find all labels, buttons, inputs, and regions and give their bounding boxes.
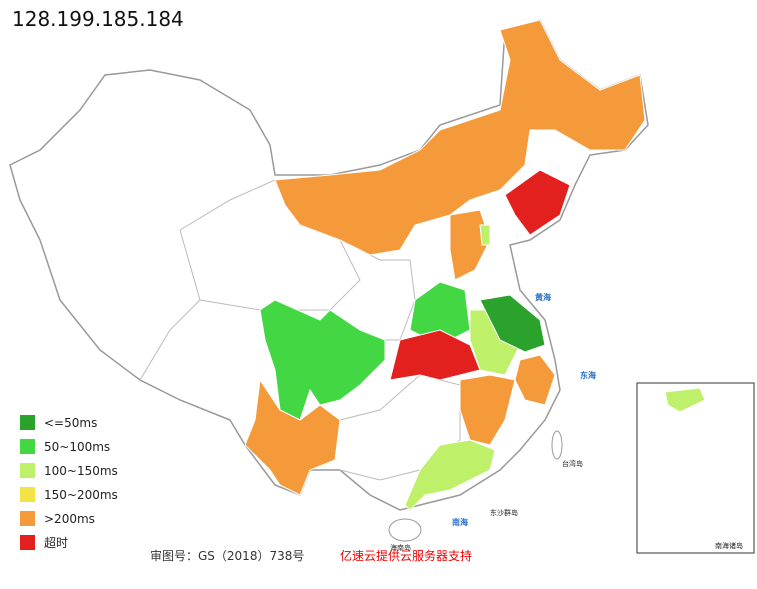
legend-swatch xyxy=(20,511,35,526)
sea-label: 黄海 xyxy=(535,292,551,302)
legend-label: 50~100ms xyxy=(44,440,110,454)
legend-swatch xyxy=(20,415,35,430)
taiwan-island xyxy=(551,430,563,460)
province xyxy=(504,169,571,236)
legend-label: 100~150ms xyxy=(44,464,118,478)
legend-swatch xyxy=(20,463,35,478)
province-border xyxy=(339,374,461,481)
inset-label: 南海诸岛 xyxy=(715,541,743,550)
legend-label: <=50ms xyxy=(44,416,97,430)
hainan-island xyxy=(388,518,422,542)
legend-label: 150~200ms xyxy=(44,488,118,502)
legend-swatch xyxy=(20,487,35,502)
province xyxy=(389,329,481,381)
legend-label: 超时 xyxy=(44,535,68,550)
map-label: 东沙群岛 xyxy=(490,508,518,517)
title: 128.199.185.184 xyxy=(12,7,184,31)
province-border xyxy=(339,239,416,341)
province xyxy=(459,374,516,446)
province xyxy=(479,294,546,353)
province xyxy=(479,224,491,246)
legend-swatch xyxy=(20,535,35,550)
map-label: 海南岛 xyxy=(390,543,411,552)
province-border xyxy=(179,179,361,311)
inset-frame xyxy=(636,382,755,554)
sea-label: 东海 xyxy=(580,370,596,380)
map-label: 台湾岛 xyxy=(562,459,583,468)
province-border xyxy=(139,299,201,381)
footer-approval: 审图号：GS（2018）738号 xyxy=(150,548,304,563)
province xyxy=(664,387,706,413)
province xyxy=(274,19,646,256)
province xyxy=(404,439,496,511)
legend-label: >200ms xyxy=(44,512,95,526)
legend-swatch xyxy=(20,439,35,454)
province xyxy=(244,378,341,496)
province xyxy=(259,299,386,421)
footer-credit: 亿速云提供云服务器支持 xyxy=(340,548,472,563)
sea-label: 南海 xyxy=(452,517,468,527)
